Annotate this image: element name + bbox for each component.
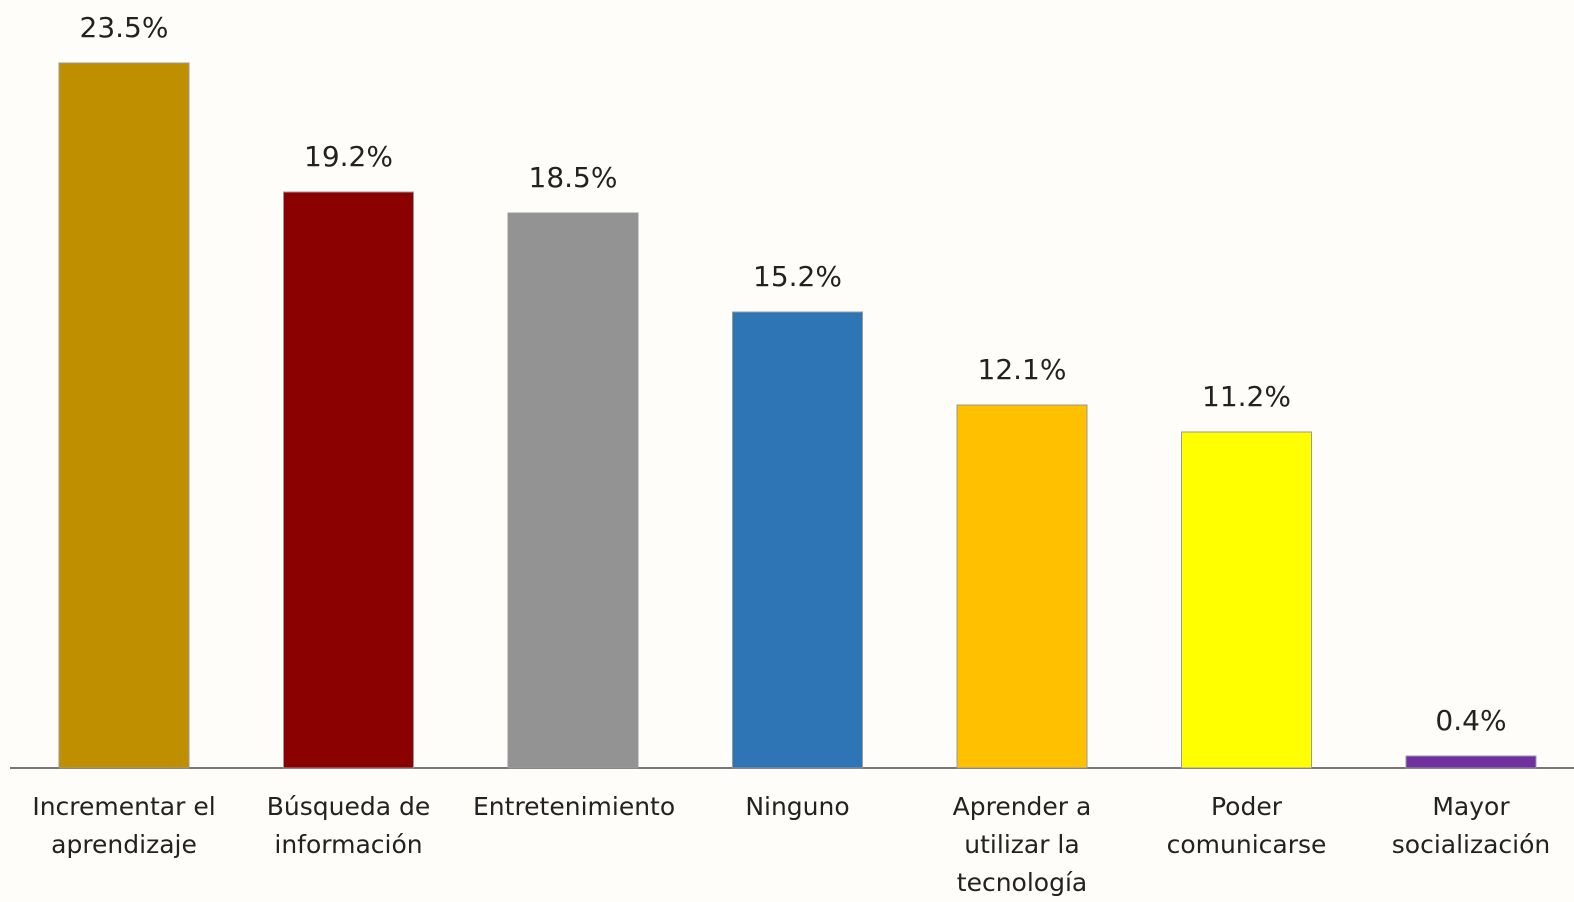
bar: [1405, 755, 1537, 769]
value-label: 15.2%: [753, 260, 842, 293]
x-tick-label: Mayor socialización: [1391, 792, 1551, 859]
bar: [283, 191, 414, 769]
bar: [58, 62, 190, 769]
x-tick-label: Búsqueda de información: [266, 792, 431, 859]
value-label: 19.2%: [304, 140, 393, 173]
x-tick-label: Poder comunicarse: [1166, 792, 1327, 859]
value-label: 18.5%: [529, 161, 618, 194]
value-label: 11.2%: [1202, 380, 1291, 413]
x-tick-label: Aprender a utilizar la tecnología: [952, 792, 1092, 897]
x-tick-label: Ninguno: [745, 792, 850, 821]
value-label: 0.4%: [1435, 704, 1506, 737]
bar: [956, 404, 1088, 769]
x-tick-label: Incrementar el aprendizaje: [32, 792, 216, 859]
bar: [1181, 431, 1312, 769]
bar: [507, 212, 639, 769]
bar: [732, 311, 863, 769]
value-label: 12.1%: [978, 353, 1067, 386]
x-tick-label: Entretenimiento: [473, 792, 676, 821]
value-label: 23.5%: [80, 11, 169, 44]
